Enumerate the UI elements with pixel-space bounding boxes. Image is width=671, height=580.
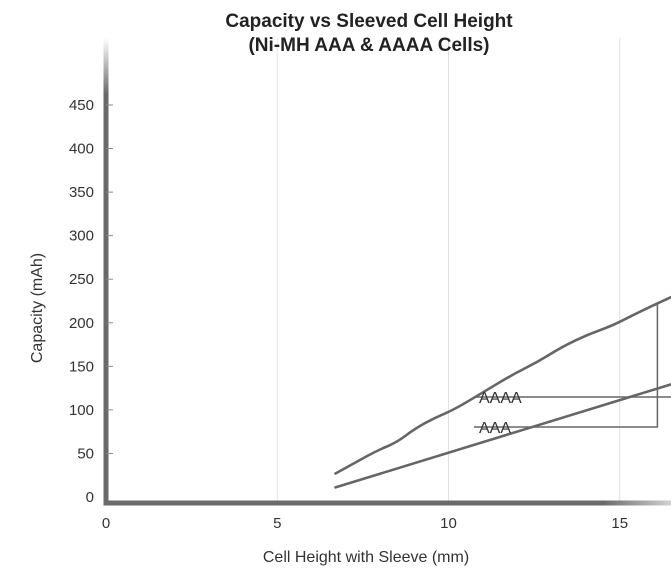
x-axis-label: Cell Height with Sleeve (mm)	[263, 549, 469, 566]
gridlines	[276, 38, 621, 503]
y-tick-label-450: 450	[69, 97, 94, 114]
x-tick-label-10: 10	[440, 515, 457, 532]
axes	[103, 38, 671, 506]
y-tick-label-350: 350	[69, 184, 94, 201]
x-tick-label-15: 15	[611, 515, 628, 532]
series-group	[334, 295, 671, 489]
y-axis-line	[103, 38, 109, 505]
y-tick-label-250: 250	[69, 271, 94, 288]
chart-subtitle: (Ni-MH AAA & AAAA Cells)	[248, 35, 489, 56]
y-tick-label-0: 0	[86, 489, 94, 506]
y-tick-label-200: 200	[69, 315, 94, 332]
x-axis-line	[103, 500, 671, 506]
callout-leader-aaa	[474, 303, 659, 428]
y-tick-label-100: 100	[69, 402, 94, 419]
callout-label-aaa: AAA	[479, 420, 511, 437]
tick-labels: 050100150200250300350400450051015202530A…	[69, 97, 671, 532]
x-tick-label-5: 5	[273, 515, 281, 532]
series-line-aaa	[334, 295, 671, 475]
y-tick-label-50: 50	[77, 445, 94, 462]
callout-leader-aaaa	[474, 396, 671, 398]
y-tick-label-400: 400	[69, 141, 94, 158]
y-tick-label-150: 150	[69, 358, 94, 375]
callout-label-aaaa: AAAA	[479, 390, 522, 407]
y-axis-label: Capacity (mAh)	[29, 253, 46, 363]
series-line-aaaa	[334, 383, 671, 489]
x-tick-label-0: 0	[102, 515, 110, 532]
y-tick-label-300: 300	[69, 228, 94, 245]
chart-title: Capacity vs Sleeved Cell Height	[225, 11, 513, 32]
